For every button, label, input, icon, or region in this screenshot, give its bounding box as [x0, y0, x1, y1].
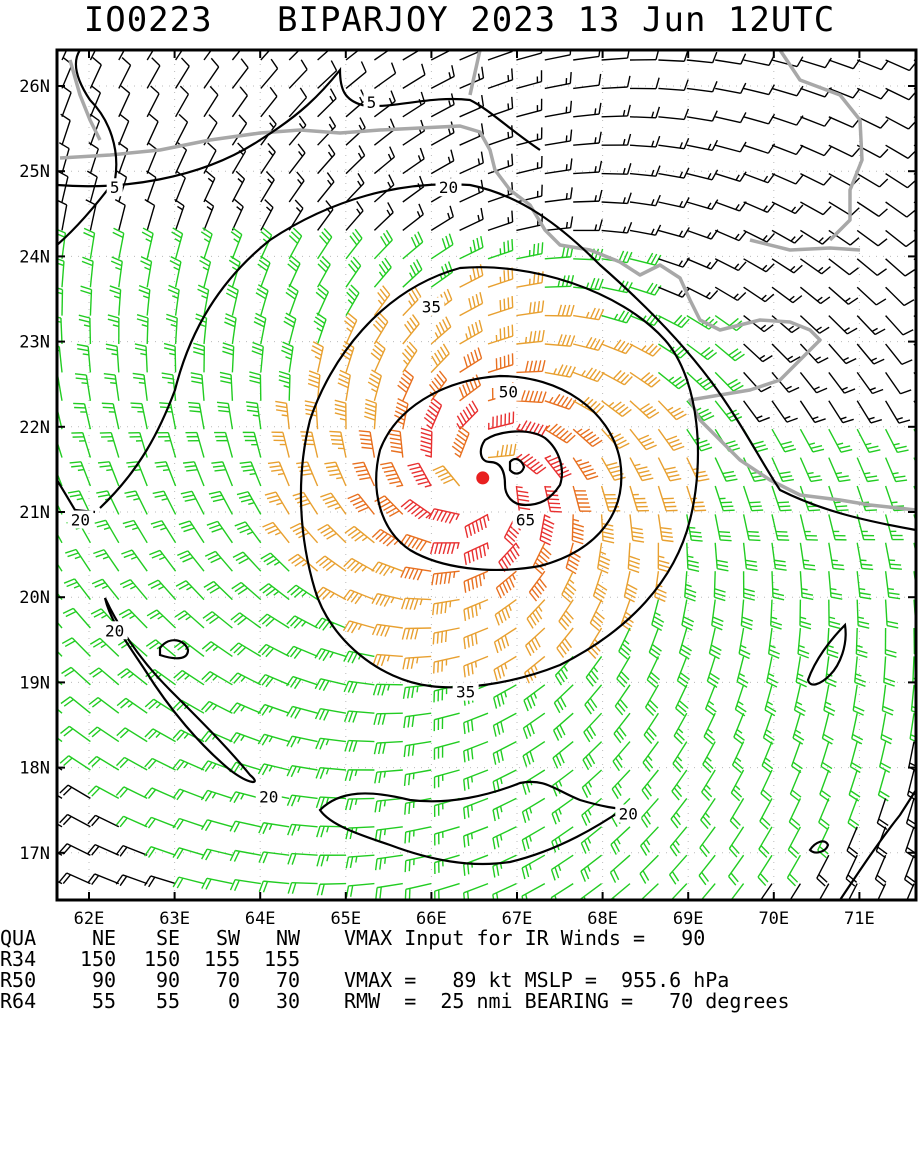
- lat-label-21N: 21N: [19, 503, 50, 523]
- r50-ne: 90: [92, 970, 116, 991]
- lat-label-22N: 22N: [19, 418, 50, 438]
- quadrant-header-row: QUA NE SE SW NW VMAX Input for IR Winds …: [0, 928, 48, 949]
- contour-label: 20: [259, 787, 278, 806]
- vmax-input-line: VMAX Input for IR Winds = 90: [344, 928, 705, 949]
- lon-label-64E: 64E: [245, 909, 276, 928]
- header-se: SE: [156, 928, 180, 949]
- r50-nw: 70: [276, 970, 300, 991]
- contour-label: 20: [105, 621, 124, 640]
- r34-se: 150: [144, 949, 180, 970]
- header-ne: NE: [92, 928, 116, 949]
- contour-label: 65: [516, 511, 535, 530]
- contour-label: 20: [619, 804, 638, 823]
- r64-sw: 0: [228, 991, 240, 1012]
- lat-label-26N: 26N: [19, 77, 50, 97]
- lat-label-17N: 17N: [19, 844, 50, 864]
- r64-nw: 30: [276, 991, 300, 1012]
- storm-center-dot: [477, 472, 489, 484]
- storm-title: BIPARJOY 2023 13 Jun 12UTC: [277, 0, 835, 40]
- r50-se: 90: [156, 970, 180, 991]
- r34-sw: 155: [204, 949, 240, 970]
- lat-label-23N: 23N: [19, 333, 50, 353]
- r50-sw: 70: [216, 970, 240, 991]
- header-nw: NW: [276, 928, 300, 949]
- wind-analysis-map: 5 5 20 20 20 20 20 35 35 50 65 26N 25N 24N 23N 22N 21N 2…: [0, 44, 919, 928]
- contour-label: 35: [422, 298, 441, 317]
- rmw-bearing-line: RMW = 25 nmi BEARING = 70 degrees: [344, 991, 790, 1012]
- lat-label-24N: 24N: [19, 247, 50, 267]
- lat-label-18N: 18N: [19, 759, 50, 779]
- r34-nw: 155: [264, 949, 300, 970]
- contour-label: 35: [456, 683, 475, 702]
- r50-row: R50 90 90 70 70 VMAX = 89 kt MSLP = 955.…: [0, 970, 48, 991]
- r64-se: 55: [156, 991, 180, 1012]
- lat-label-19N: 19N: [19, 673, 50, 693]
- contour-label: 5: [367, 93, 377, 112]
- contour-label: 20: [439, 178, 458, 197]
- contour-label: 20: [71, 511, 90, 530]
- r64-row: R64 55 55 0 30 RMW = 25 nmi BEARING = 70…: [0, 991, 48, 1012]
- header-sw: SW: [216, 928, 240, 949]
- lon-label-70E: 70E: [758, 909, 789, 928]
- storm-id: IO0223: [84, 0, 213, 40]
- r50-label: R50: [0, 970, 36, 991]
- map-title: IO0223 BIPARJOY 2023 13 Jun 12UTC: [0, 0, 919, 44]
- header-qua: QUA: [0, 928, 36, 949]
- storm-center-marker: [477, 472, 489, 484]
- r34-row: R34 150 150 155 155: [0, 949, 48, 970]
- lat-label-20N: 20N: [19, 588, 50, 608]
- r64-ne: 55: [92, 991, 116, 1012]
- contour-label: 50: [499, 383, 518, 402]
- lon-label-71E: 71E: [844, 909, 875, 928]
- r64-label: R64: [0, 991, 36, 1012]
- contour-label: 5: [110, 178, 120, 197]
- wind-radii-info: QUA NE SE SW NW VMAX Input for IR Winds …: [0, 928, 919, 1014]
- r34-label: R34: [0, 949, 36, 970]
- lat-label-25N: 25N: [19, 162, 50, 182]
- vmax-mslp-line: VMAX = 89 kt MSLP = 955.6 hPa: [344, 970, 729, 991]
- r34-ne: 150: [80, 949, 116, 970]
